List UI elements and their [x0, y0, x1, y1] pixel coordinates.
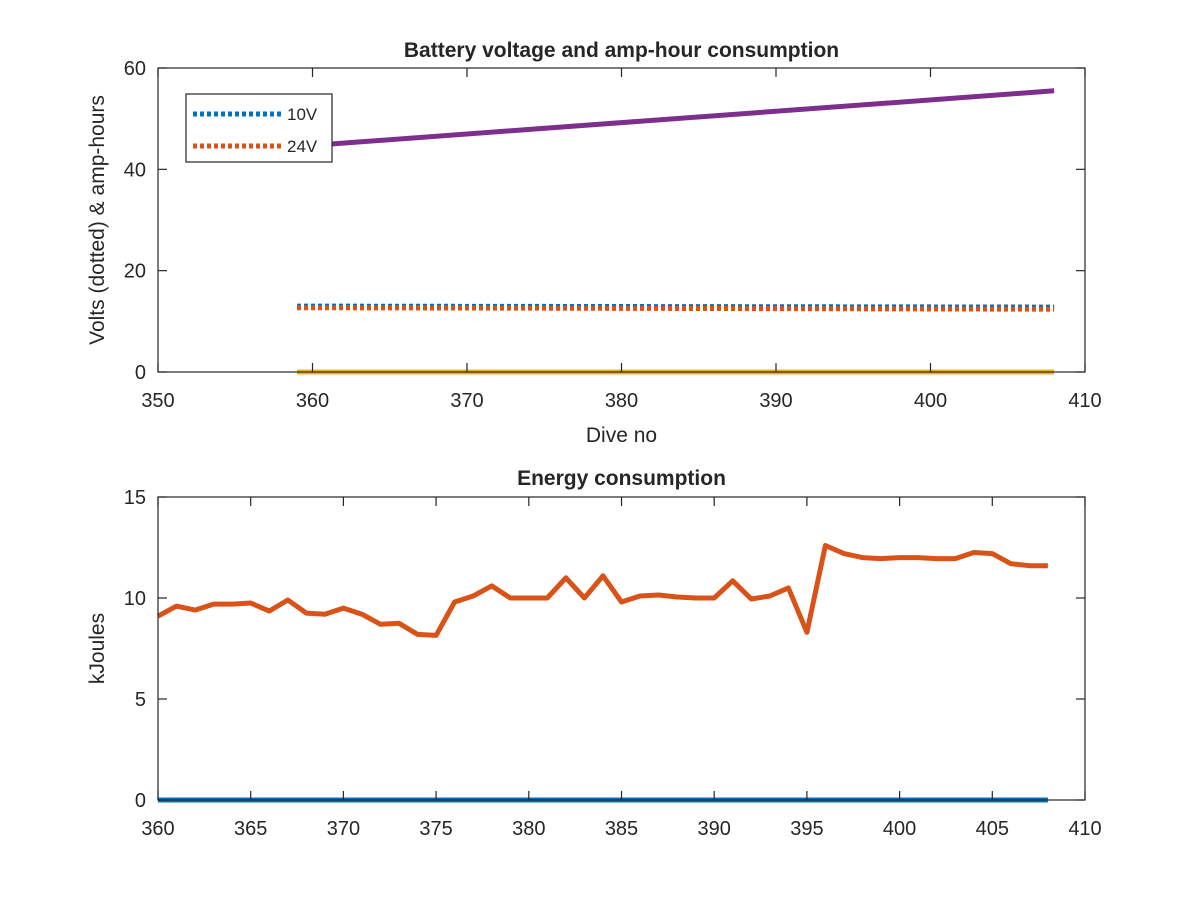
x-tick-label: 390 [759, 390, 792, 412]
y-tick-label: 10 [124, 588, 146, 610]
chart-1: 350 360 370 380 390 400 410 0 20 40 60 Battery volt… [86, 39, 1102, 447]
legend-label-10v: 10V [287, 105, 318, 124]
x-tick-label: 380 [605, 390, 638, 412]
y-tick-label: 20 [124, 261, 146, 283]
y-tick-label: 40 [124, 159, 146, 181]
x-tick-label: 400 [883, 818, 916, 840]
x-axis-label: Dive no [586, 424, 657, 447]
x-tick-label: 360 [141, 818, 174, 840]
chart-2: 360 365 370 375 380 385 390 395 400 405 410 0 5 10 15 E… [86, 467, 1102, 840]
y-axis-label: kJoules [86, 613, 109, 684]
x-tick-label: 365 [234, 818, 267, 840]
y-tick-label: 0 [135, 790, 146, 812]
x-tick-label: 405 [976, 818, 1009, 840]
series-line-1 [156, 543, 1048, 638]
x-tick-label: 370 [450, 390, 483, 412]
y-tick-label: 0 [135, 362, 146, 384]
x-tick-label: 360 [296, 390, 329, 412]
legend-label-24v: 24V [287, 137, 318, 156]
x-tick-label: 410 [1068, 390, 1101, 412]
x-tick-label: 375 [419, 818, 452, 840]
series-line-24v [296, 305, 1055, 312]
legend: 10V 24V [185, 93, 333, 163]
x-tick-label: 395 [790, 818, 823, 840]
x-tick-label: 400 [914, 390, 947, 412]
y-tick-label: 60 [124, 58, 146, 80]
series-line-3 [296, 88, 1055, 149]
x-tick-label: 350 [141, 390, 174, 412]
y-axis-label: Volts (dotted) & amp-hours [86, 95, 109, 345]
x-tick-label: 370 [327, 818, 360, 840]
y-tick-label: 15 [124, 487, 146, 509]
legend-box [185, 93, 333, 163]
y-tick-label: 5 [135, 689, 146, 711]
chart-title: Energy consumption [517, 467, 726, 490]
x-tick-label: 410 [1068, 818, 1101, 840]
plot-area [158, 497, 1085, 800]
x-tick-label: 385 [605, 818, 638, 840]
x-tick-label: 390 [698, 818, 731, 840]
x-tick-label: 380 [512, 818, 545, 840]
chart-title: Battery voltage and amp-hour consumption [404, 39, 839, 62]
